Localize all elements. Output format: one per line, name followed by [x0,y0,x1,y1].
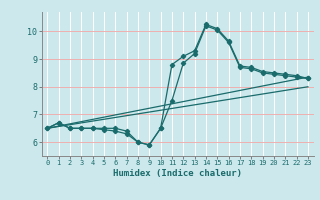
X-axis label: Humidex (Indice chaleur): Humidex (Indice chaleur) [113,169,242,178]
